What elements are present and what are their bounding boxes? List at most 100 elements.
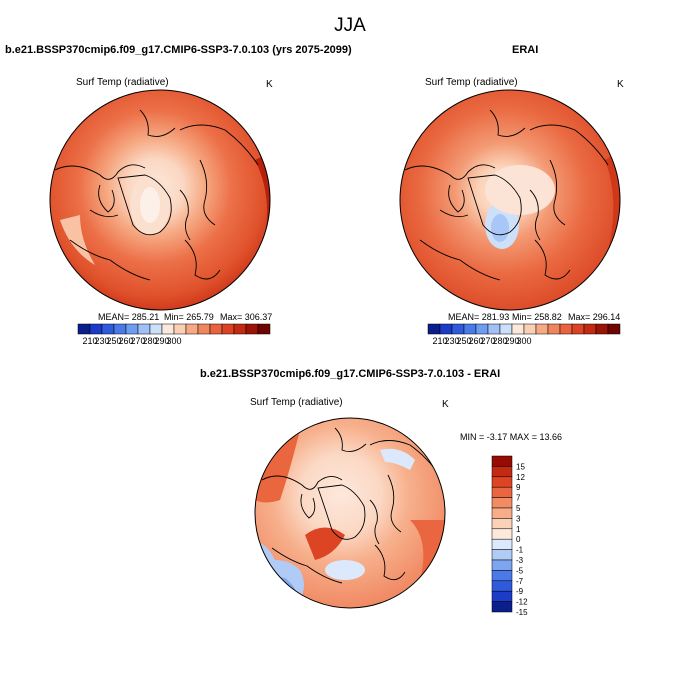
obs-colorbar-tick: 270: [480, 336, 495, 346]
diff-minmax-stat: MIN = -3.17 MAX = 13.66: [460, 432, 563, 442]
diff-colorbar-box: [491, 507, 513, 519]
model-colorbar-box: [137, 323, 151, 335]
diff-colorbar-tick: 7: [516, 494, 521, 503]
obs-min-stat: Min= 258.82: [512, 312, 562, 322]
obs-variable-label: Surf Temp (radiative): [425, 77, 518, 88]
model-colorbar-box: [161, 323, 175, 335]
model-max-stat: Max= 306.37: [220, 312, 273, 322]
diff-colorbar-tick: 1: [516, 525, 521, 534]
diff-colorbar-tick: 5: [516, 504, 521, 513]
model-colorbar-box: [233, 323, 247, 335]
obs-units-label: K: [617, 79, 624, 90]
obs-colorbar-box: [595, 323, 609, 335]
diff-units-label: K: [442, 399, 449, 410]
diff-colorbar-tick: -7: [516, 577, 524, 586]
obs-colorbar-tick: 230: [444, 336, 459, 346]
diff-colorbar-tick: 15: [516, 462, 525, 471]
diff-colorbar-box: [491, 538, 513, 550]
obs-colorbar-box: [499, 323, 513, 335]
diff-panel-title: b.e21.BSSP370cmip6.f09_g17.CMIP6-SSP3-7.…: [200, 368, 501, 380]
obs-panel-title: ERAI: [512, 44, 539, 56]
diff-colorbar-box: [491, 580, 513, 592]
diff-colorbar-box: [491, 455, 513, 467]
diff-colorbar-tick: -5: [516, 566, 524, 575]
model-colorbar-box: [113, 323, 127, 335]
obs-colorbar-tick: 280: [492, 336, 507, 346]
model-colorbar-box: [209, 323, 223, 335]
obs-mean-stat: MEAN= 281.93: [448, 312, 510, 322]
diff-polar-map: [254, 417, 446, 609]
model-colorbar-box: [77, 323, 91, 335]
obs-colorbar-tick: 300: [516, 336, 531, 346]
diff-colorbar-box: [491, 528, 513, 540]
model-colorbar-tick: 280: [142, 336, 157, 346]
model-colorbar-box: [125, 323, 139, 335]
model-colorbar-box: [89, 323, 103, 335]
obs-colorbar-box: [547, 323, 561, 335]
obs-colorbar-box: [571, 323, 585, 335]
diff-colorbar-tick: 12: [516, 473, 525, 482]
diff-colorbar-tick: 0: [516, 535, 521, 544]
obs-polar-map: [399, 89, 621, 311]
model-colorbar-tick: 230: [94, 336, 109, 346]
diff-colorbar-box: [491, 476, 513, 488]
obs-colorbar-box: [475, 323, 489, 335]
diff-colorbar-tick: 3: [516, 514, 521, 523]
model-colorbar-tick: 270: [130, 336, 145, 346]
model-colorbar-tick: 250: [106, 336, 121, 346]
diff-colorbar-tick: -1: [516, 546, 524, 555]
obs-colorbar-box: [463, 323, 477, 335]
model-colorbar-box: [221, 323, 235, 335]
obs-colorbar-tick: 210: [432, 336, 447, 346]
diff-colorbar-tick: -15: [516, 608, 528, 617]
model-colorbar-tick: 300: [166, 336, 181, 346]
diff-colorbar-box: [491, 486, 513, 498]
model-mean-stat: MEAN= 285.21: [98, 312, 160, 322]
model-colorbar-box: [101, 323, 115, 335]
model-units-label: K: [266, 79, 273, 90]
model-colorbar-box: [197, 323, 211, 335]
obs-colorbar-tick: 260: [468, 336, 483, 346]
obs-colorbar-box: [523, 323, 537, 335]
diff-variable-label: Surf Temp (radiative): [250, 397, 343, 408]
diff-colorbar-box: [491, 518, 513, 530]
model-colorbar-tick: 210: [82, 336, 97, 346]
model-colorbar-tick: 290: [154, 336, 169, 346]
model-colorbar-box: [149, 323, 163, 335]
model-colorbar-box: [173, 323, 187, 335]
diff-colorbar-tick: -12: [516, 598, 528, 607]
diff-colorbar-box: [491, 549, 513, 561]
model-min-stat: Min= 265.79: [164, 312, 214, 322]
obs-colorbar-box: [583, 323, 597, 335]
obs-colorbar-box: [511, 323, 525, 335]
diff-colorbar-box: [491, 570, 513, 582]
obs-colorbar-box: [487, 323, 501, 335]
diff-colorbar-tick: 9: [516, 483, 521, 492]
diff-colorbar-box: [491, 559, 513, 571]
diff-colorbar-tick: -3: [516, 556, 524, 565]
diff-colorbar: 15 129 753 10 -1-3-5 -7-9 -12-15: [491, 455, 528, 617]
diff-colorbar-tick: -9: [516, 587, 524, 596]
obs-coastlines: [404, 109, 609, 281]
model-panel-title: b.e21.BSSP370cmip6.f09_g17.CMIP6-SSP3-7.…: [5, 44, 352, 56]
diff-colorbar-box: [491, 497, 513, 509]
season-title: JJA: [334, 15, 366, 36]
model-polar-map: [49, 89, 271, 311]
obs-colorbar-tick: 250: [456, 336, 471, 346]
obs-colorbar-box: [559, 323, 573, 335]
diff-colorbar-box: [491, 590, 513, 602]
obs-colorbar-box: [607, 323, 621, 335]
model-colorbar-box: [245, 323, 259, 335]
model-colorbar-box: [185, 323, 199, 335]
obs-colorbar-tick: 290: [504, 336, 519, 346]
model-colorbar-tick: 260: [118, 336, 133, 346]
model-coastlines: [54, 109, 259, 281]
model-variable-label: Surf Temp (radiative): [76, 77, 169, 88]
obs-colorbar-box: [535, 323, 549, 335]
model-colorbar-box: [257, 323, 271, 335]
obs-colorbar-box: [451, 323, 465, 335]
diff-colorbar-box: [491, 466, 513, 478]
